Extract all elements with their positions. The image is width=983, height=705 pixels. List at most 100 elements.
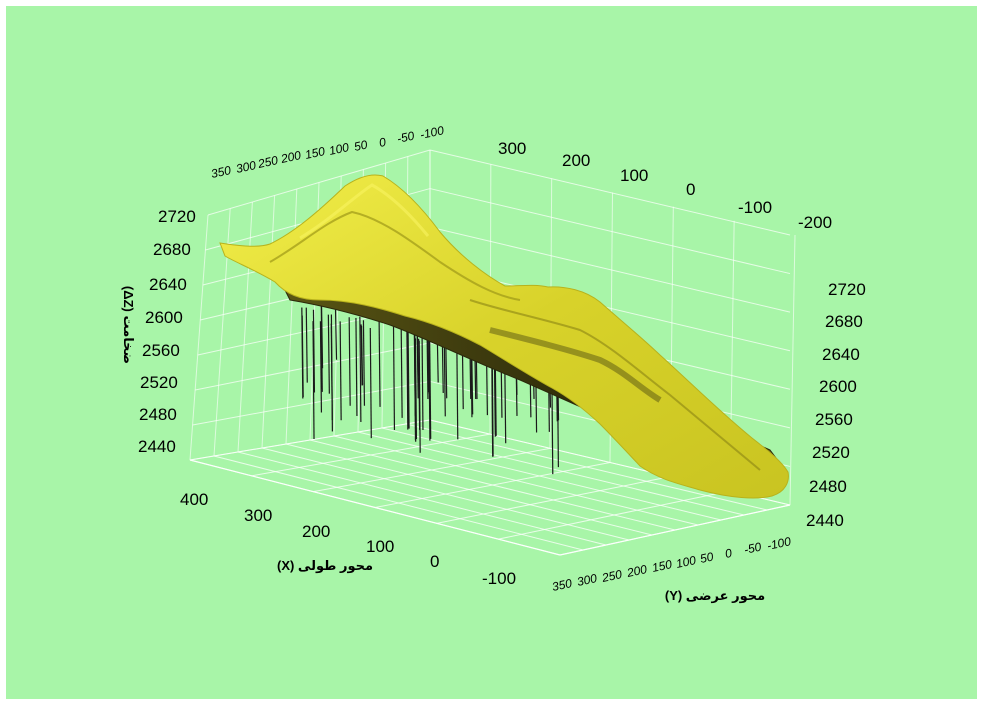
borehole xyxy=(312,309,316,393)
surface-main xyxy=(219,174,789,499)
z-tick-left: 2600 xyxy=(145,308,183,327)
x-tick-bottom: 0 xyxy=(430,552,439,571)
borehole xyxy=(421,324,424,430)
y-tick-bottom: -100 xyxy=(766,534,793,553)
x-tick-bottom: 200 xyxy=(302,522,330,541)
y-tick-bottom: 250 xyxy=(600,567,624,585)
borehole xyxy=(443,339,446,417)
grid-floor xyxy=(313,447,551,493)
grid-vertical-left xyxy=(237,201,253,453)
x-tick-top: 200 xyxy=(562,151,590,170)
x-tick-bottom: -100 xyxy=(482,569,516,588)
y-tick-top: 100 xyxy=(328,140,351,158)
borehole xyxy=(400,321,403,418)
grid-floor xyxy=(251,433,491,477)
borehole xyxy=(429,341,432,439)
grid-vertical-left xyxy=(189,214,209,461)
surface-ridge-4 xyxy=(299,183,430,240)
grid-z-right xyxy=(429,149,791,236)
borehole xyxy=(406,332,409,429)
x-tick-bottom: 400 xyxy=(180,490,208,509)
borehole xyxy=(407,329,410,429)
borehole xyxy=(320,305,324,369)
borehole xyxy=(312,321,315,440)
x-axis-line xyxy=(189,459,561,556)
z-tick-left: 2720 xyxy=(158,207,196,226)
x-tick-bottom: 300 xyxy=(244,506,272,525)
x-ticks-bottom: 400 300 200 100 0 -100 xyxy=(180,490,516,588)
borehole xyxy=(348,317,351,406)
grid-z-right xyxy=(429,188,791,275)
x-tick-top: 300 xyxy=(498,139,526,158)
borehole xyxy=(305,307,308,383)
borehole xyxy=(362,320,366,406)
z-tick-left: 2560 xyxy=(142,341,180,360)
y-tick-bottom: 50 xyxy=(699,549,715,566)
x-tick-top: -200 xyxy=(798,213,832,232)
y-tick-top: 250 xyxy=(256,153,280,171)
borehole xyxy=(360,325,364,386)
y-tick-top: 350 xyxy=(210,163,233,181)
y-tick-bottom: 200 xyxy=(625,562,649,580)
x-tick-top: 0 xyxy=(686,180,695,199)
surface-ridge-1 xyxy=(269,210,521,301)
borehole xyxy=(418,340,421,453)
z-tick-right: 2480 xyxy=(809,477,847,496)
y-ticks-bottom: 350 300 250 200 150 100 50 0 -50 -100 xyxy=(551,534,793,594)
y-tick-top: 0 xyxy=(378,135,388,150)
y-tick-bottom: 300 xyxy=(576,571,599,589)
borehole xyxy=(334,309,338,360)
y-tick-top: 300 xyxy=(235,158,258,176)
y-tick-top: 200 xyxy=(279,148,303,166)
z-ticks-right: 2720 2680 2640 2600 2560 2520 2480 2440 xyxy=(806,280,866,530)
borehole xyxy=(301,315,304,398)
y-tick-bottom: -50 xyxy=(743,540,763,557)
borehole xyxy=(414,338,418,439)
y-tick-bottom: 150 xyxy=(651,557,674,575)
z-tick-left: 2480 xyxy=(139,405,177,424)
z-tick-left: 2680 xyxy=(153,240,191,259)
z-tick-right: 2440 xyxy=(806,511,844,530)
z-tick-left: 2520 xyxy=(140,373,178,392)
grid-floor xyxy=(436,476,671,524)
borehole xyxy=(339,321,342,421)
x-tick-bottom: 100 xyxy=(366,537,394,556)
x-tick-top: 100 xyxy=(620,166,648,185)
y-tick-bottom: 100 xyxy=(675,553,698,571)
borehole xyxy=(330,323,333,420)
y-tick-top: 150 xyxy=(304,144,327,162)
y-tick-top: -50 xyxy=(396,129,416,146)
y-tick-bottom: 0 xyxy=(724,546,734,561)
surface-ridge-3 xyxy=(489,327,662,403)
grid-floor xyxy=(498,490,731,540)
z-axis-title: ضخامت (ΔZ) xyxy=(121,286,136,364)
borehole xyxy=(413,322,417,441)
borehole xyxy=(355,317,358,416)
borehole xyxy=(416,329,419,399)
surface-layer xyxy=(219,174,789,499)
borehole xyxy=(378,314,381,407)
z-tick-right: 2520 xyxy=(812,443,850,462)
borehole xyxy=(327,314,330,394)
x-tick-top: -100 xyxy=(738,198,772,217)
borehole xyxy=(392,318,396,431)
y-axis-title: محور عرضی (Y) xyxy=(665,588,765,603)
borehole xyxy=(369,327,372,439)
z-tick-right: 2680 xyxy=(825,312,863,331)
z-tick-right: 2600 xyxy=(819,377,857,396)
y-tick-top: 50 xyxy=(353,137,369,154)
grid-vertical-left xyxy=(261,195,276,449)
grid-floor xyxy=(189,419,431,461)
z-tick-right: 2640 xyxy=(822,345,860,364)
z-tick-right: 2560 xyxy=(815,410,853,429)
z-tick-left: 2640 xyxy=(149,275,187,294)
grid-floor xyxy=(374,462,611,508)
z-ticks-left: 2720 2680 2640 2600 2560 2520 2480 2440 xyxy=(138,207,196,456)
grid-z-right xyxy=(429,226,791,313)
x-ticks-top: 300 200 100 0 -100 -200 xyxy=(498,139,832,232)
x-axis-title: محور طولی (X) xyxy=(277,558,373,573)
y-axis-line xyxy=(559,504,791,556)
y-tick-top: -100 xyxy=(419,123,446,142)
y-ticks-top: 350 300 250 200 150 100 50 0 -50 -100 xyxy=(210,123,446,181)
